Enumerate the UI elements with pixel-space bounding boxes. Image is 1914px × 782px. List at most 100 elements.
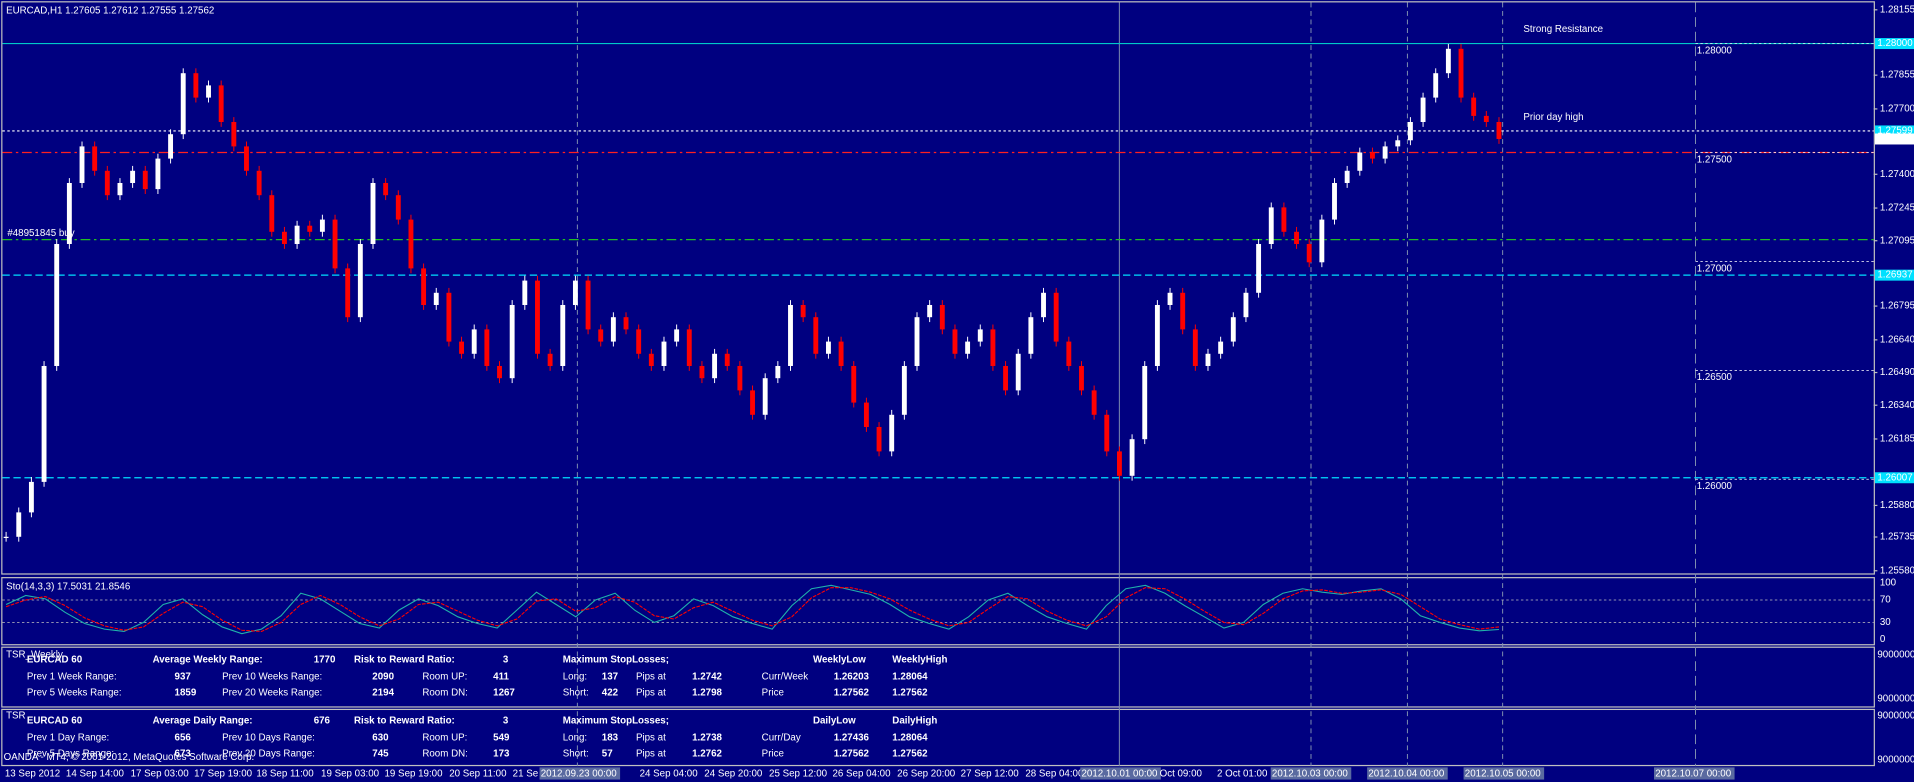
x-tick-label: 27 Sep 12:00 bbox=[961, 769, 1020, 780]
panel-tag: TSR_Weekly bbox=[6, 650, 63, 661]
candle bbox=[66, 182, 72, 244]
candle bbox=[1445, 48, 1451, 74]
candle bbox=[648, 353, 654, 366]
candle bbox=[1281, 207, 1287, 232]
panel-header: Average Daily Range: bbox=[153, 716, 253, 727]
y-tick-label: 1.25880 bbox=[1880, 500, 1914, 511]
panel-frame bbox=[1, 646, 1875, 708]
candle bbox=[800, 304, 806, 318]
candle bbox=[1433, 73, 1439, 98]
candle bbox=[965, 341, 971, 354]
candle bbox=[357, 243, 363, 318]
candle bbox=[952, 329, 958, 354]
candle bbox=[661, 341, 667, 366]
candle bbox=[433, 292, 439, 305]
candle bbox=[1116, 451, 1122, 476]
candle bbox=[762, 378, 768, 415]
main-frame bbox=[1, 1, 1875, 575]
candle bbox=[370, 182, 376, 244]
panel-cell: Prev 5 Days Range: bbox=[27, 749, 114, 760]
panel-cell: Pips at bbox=[636, 733, 666, 744]
candle bbox=[1458, 48, 1464, 98]
candle bbox=[1192, 329, 1198, 366]
stoch-line bbox=[5, 584, 1500, 635]
x-tick-label: 25 Sep 12:00 bbox=[769, 769, 828, 780]
x-label-highlight bbox=[1463, 767, 1545, 780]
panel-cell: 1.27562 bbox=[892, 688, 928, 699]
candle bbox=[889, 414, 895, 452]
candle bbox=[383, 182, 389, 196]
candle bbox=[319, 219, 325, 232]
candle bbox=[408, 219, 414, 269]
candle bbox=[623, 317, 629, 330]
level-label: Prior day high bbox=[1523, 112, 1583, 123]
candle bbox=[699, 365, 705, 379]
candle bbox=[345, 268, 351, 318]
round-level-label: 1.26500 bbox=[1697, 372, 1733, 383]
axis-marker-label: 1.27562 bbox=[1877, 134, 1912, 145]
candle bbox=[1294, 231, 1299, 244]
round-level-label: 1.27000 bbox=[1697, 263, 1733, 274]
panel-header: WeeklyHigh bbox=[892, 655, 947, 666]
candle bbox=[421, 268, 427, 305]
candle bbox=[1471, 97, 1477, 116]
x-tick-label: 17 Sep 19:00 bbox=[194, 769, 253, 780]
x-label-highlight bbox=[1080, 767, 1161, 780]
level-label: #48951845 buy bbox=[7, 228, 74, 239]
candle bbox=[1230, 317, 1236, 342]
candle bbox=[79, 146, 85, 183]
candle bbox=[1332, 182, 1337, 220]
panel-cell: Prev 5 Weeks Range: bbox=[27, 688, 122, 699]
candle bbox=[130, 170, 136, 183]
candle bbox=[1154, 304, 1160, 366]
candle bbox=[1357, 152, 1363, 171]
candle bbox=[1104, 414, 1110, 452]
y-tick-label: 1.25580 bbox=[1880, 565, 1914, 576]
axis-marker bbox=[1874, 269, 1914, 281]
panel-header: Average Weekly Range: bbox=[153, 655, 263, 666]
panel-header: Risk to Reward Ratio: bbox=[354, 655, 455, 666]
candle bbox=[863, 402, 869, 427]
panel-header: Maximum StopLosses; bbox=[563, 716, 669, 727]
y-tick-label: 1.26490 bbox=[1880, 367, 1914, 378]
panel-cell: 1267 bbox=[493, 688, 515, 699]
candle bbox=[104, 170, 110, 196]
candle bbox=[1205, 353, 1211, 366]
candle bbox=[1053, 292, 1059, 342]
candle bbox=[1015, 353, 1021, 391]
round-level-label: 1.27500 bbox=[1697, 154, 1733, 165]
candle bbox=[459, 341, 464, 354]
panel-cell: Prev 10 Weeks Range: bbox=[222, 672, 322, 683]
panel-cell: 2194 bbox=[372, 688, 394, 699]
y-tick-label: 30 bbox=[1880, 617, 1891, 628]
panel-header: 3 bbox=[503, 655, 509, 666]
candle bbox=[1268, 207, 1274, 244]
panel-cell: 1.2762 bbox=[692, 749, 722, 760]
candle bbox=[206, 85, 211, 98]
annotation: Strong Resistance bbox=[1523, 24, 1603, 35]
candle bbox=[1370, 152, 1375, 159]
candle bbox=[572, 280, 578, 305]
candle bbox=[28, 481, 34, 513]
round-level-label: 1.26000 bbox=[1697, 481, 1733, 492]
candle bbox=[41, 365, 47, 482]
x-tick-label: 13 Sep 2012 bbox=[5, 769, 60, 780]
candle bbox=[1243, 292, 1249, 318]
panel-header: Maximum StopLosses; bbox=[563, 655, 669, 666]
axis-marker bbox=[1874, 133, 1914, 145]
panel-cell: Room UP: bbox=[422, 672, 467, 683]
y-tick-label: 1.26185 bbox=[1880, 434, 1914, 445]
panel-cell: Room DN: bbox=[422, 749, 468, 760]
chart-title: EURCAD,H1 1.27605 1.27612 1.27555 1.2756… bbox=[6, 6, 214, 17]
y-tick-label: 1.26795 bbox=[1880, 301, 1914, 312]
candle bbox=[117, 182, 123, 196]
candle bbox=[294, 225, 300, 244]
candle bbox=[1496, 121, 1502, 139]
panel-axis-label: 9000000 bbox=[1877, 694, 1914, 705]
candle bbox=[927, 304, 933, 318]
x-tick-label: 2 Oct 01:00 bbox=[1217, 769, 1268, 780]
candle bbox=[1129, 439, 1135, 476]
x-tick-label: 28 Sep 04:00 bbox=[1025, 769, 1084, 780]
